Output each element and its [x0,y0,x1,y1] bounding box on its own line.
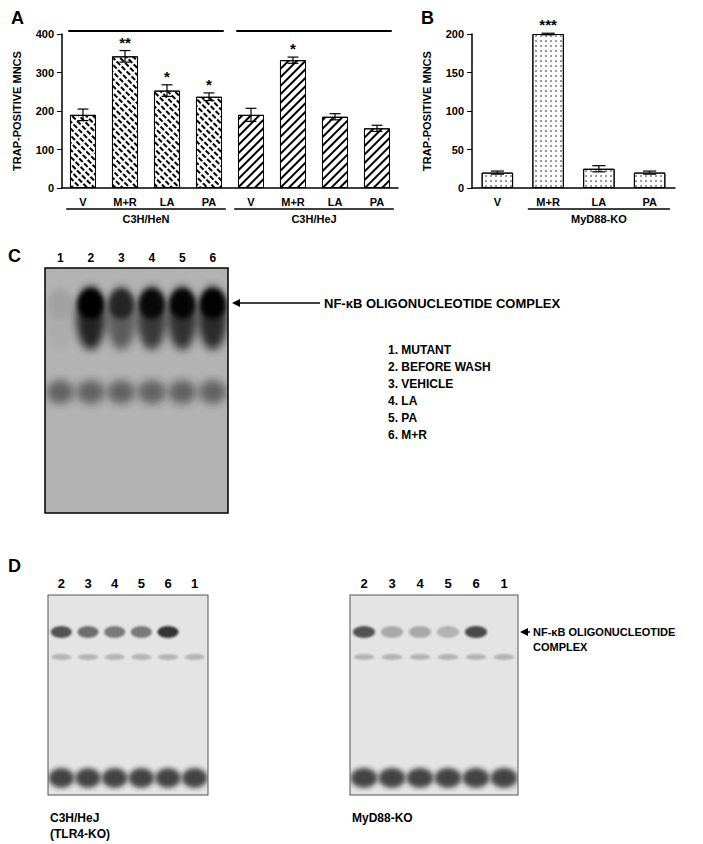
svg-text:D: D [8,556,21,576]
svg-text:1: 1 [191,576,198,591]
svg-text:6: 6 [472,576,479,591]
svg-text:0: 0 [458,182,464,194]
svg-text:M+R: M+R [113,196,137,208]
svg-text:4. LA: 4. LA [388,394,418,408]
svg-text:*: * [290,40,296,57]
svg-text:50: 50 [452,144,464,156]
svg-text:1: 1 [500,576,507,591]
svg-text:300: 300 [36,67,54,79]
svg-text:200: 200 [36,105,54,117]
svg-text:***: *** [539,16,557,33]
svg-text:5: 5 [444,576,451,591]
svg-text:(TLR4-KO): (TLR4-KO) [50,827,110,841]
svg-text:*: * [206,76,212,93]
svg-text:COMPLEX: COMPLEX [533,641,588,653]
svg-text:0: 0 [48,182,54,194]
svg-text:4: 4 [416,576,424,591]
svg-text:PA: PA [202,196,217,208]
svg-text:**: ** [119,34,131,51]
svg-text:4: 4 [111,576,119,591]
svg-text:C3H/HeJ: C3H/HeJ [50,811,99,825]
svg-text:NF-κB OLIGONUCLEOTIDE COMPLEX: NF-κB OLIGONUCLEOTIDE COMPLEX [324,296,561,311]
svg-text:*: * [164,68,170,85]
svg-text:100: 100 [36,144,54,156]
svg-text:100: 100 [446,105,464,117]
svg-text:4: 4 [148,251,155,265]
svg-text:M+R: M+R [536,196,560,208]
svg-text:V: V [494,196,502,208]
svg-text:5: 5 [179,251,186,265]
svg-text:2. BEFORE WASH: 2. BEFORE WASH [388,360,491,374]
svg-text:1. MUTANT: 1. MUTANT [388,343,452,357]
svg-text:3: 3 [118,251,125,265]
svg-text:LA: LA [160,196,175,208]
svg-text:C3H/HeN: C3H/HeN [122,213,169,225]
svg-text:1: 1 [57,251,64,265]
svg-text:A: A [11,8,24,28]
svg-text:200: 200 [446,28,464,40]
svg-text:3: 3 [388,576,395,591]
svg-text:V: V [79,196,87,208]
svg-text:3: 3 [84,576,91,591]
svg-text:TRAP-POSITIVE MNCS: TRAP-POSITIVE MNCS [11,51,23,171]
svg-text:B: B [421,8,434,28]
svg-text:150: 150 [446,67,464,79]
svg-text:C: C [8,246,21,266]
svg-text:2: 2 [58,576,65,591]
svg-text:M+R: M+R [281,196,305,208]
svg-text:2: 2 [360,576,367,591]
svg-text:V: V [247,196,255,208]
svg-text:400: 400 [36,28,54,40]
svg-text:2: 2 [87,251,94,265]
svg-text:LA: LA [592,196,607,208]
svg-text:C3H/HeJ: C3H/HeJ [291,213,336,225]
svg-text:5. PA: 5. PA [388,411,417,425]
svg-text:5: 5 [138,576,145,591]
svg-text:LA: LA [328,196,343,208]
svg-text:PA: PA [642,196,657,208]
svg-text:6: 6 [209,251,216,265]
svg-text:MyD88-KO: MyD88-KO [352,811,413,825]
svg-text:6. M+R: 6. M+R [388,428,427,442]
svg-text:MyD88-KO: MyD88-KO [571,213,627,225]
svg-text:NF-κB OLIGONUCLEOTIDE: NF-κB OLIGONUCLEOTIDE [533,626,675,638]
svg-text:3. VEHICLE: 3. VEHICLE [388,377,453,391]
svg-text:6: 6 [164,576,171,591]
svg-text:PA: PA [370,196,385,208]
svg-text:TRAP-POSITIVE MNCS: TRAP-POSITIVE MNCS [421,51,433,171]
